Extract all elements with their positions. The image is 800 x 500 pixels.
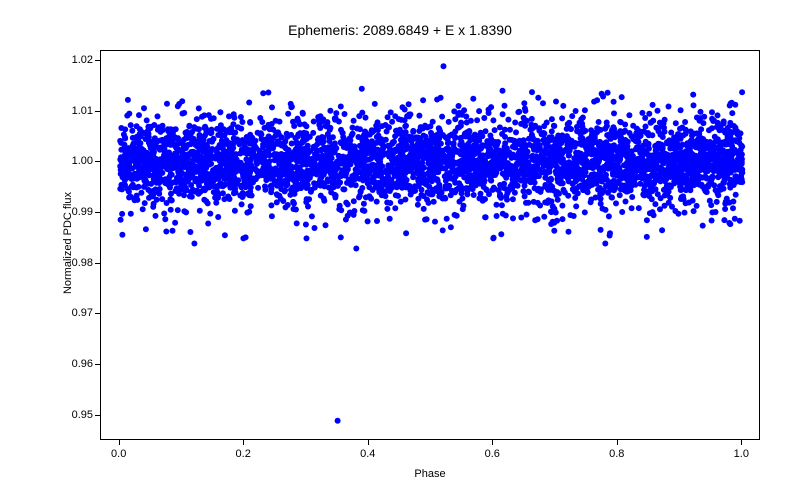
chart-container: Ephemeris: 2089.6849 + E x 1.8390 Normal… [0, 0, 800, 500]
y-tick [95, 111, 100, 112]
y-tick [95, 415, 100, 416]
y-tick-label: 1.02 [55, 54, 93, 66]
x-tick [617, 440, 618, 445]
x-tick [119, 440, 120, 445]
x-tick-label: 1.0 [734, 448, 749, 460]
y-tick [95, 212, 100, 213]
x-tick-label: 0.0 [111, 448, 126, 460]
x-tick [243, 440, 244, 445]
y-tick-label: 0.98 [55, 257, 93, 269]
y-tick [95, 60, 100, 61]
y-tick [95, 313, 100, 314]
y-tick [95, 364, 100, 365]
x-tick [492, 440, 493, 445]
y-tick-label: 0.96 [55, 358, 93, 370]
y-tick-label: 1.01 [55, 105, 93, 117]
y-tick-label: 0.97 [55, 307, 93, 319]
scatter-points [101, 51, 761, 441]
x-tick-label: 0.8 [609, 448, 624, 460]
x-tick-label: 0.6 [485, 448, 500, 460]
plot-area [100, 50, 760, 440]
y-tick-label: 1.00 [55, 155, 93, 167]
x-tick-label: 0.2 [236, 448, 251, 460]
y-tick-label: 0.99 [55, 206, 93, 218]
x-tick-label: 0.4 [360, 448, 375, 460]
x-tick [368, 440, 369, 445]
y-tick [95, 263, 100, 264]
chart-title: Ephemeris: 2089.6849 + E x 1.8390 [0, 22, 800, 38]
y-tick-label: 0.95 [55, 409, 93, 421]
y-axis-label: Normalized PDC flux [62, 183, 74, 303]
x-tick [741, 440, 742, 445]
y-tick [95, 161, 100, 162]
x-axis-label: Phase [100, 468, 760, 480]
